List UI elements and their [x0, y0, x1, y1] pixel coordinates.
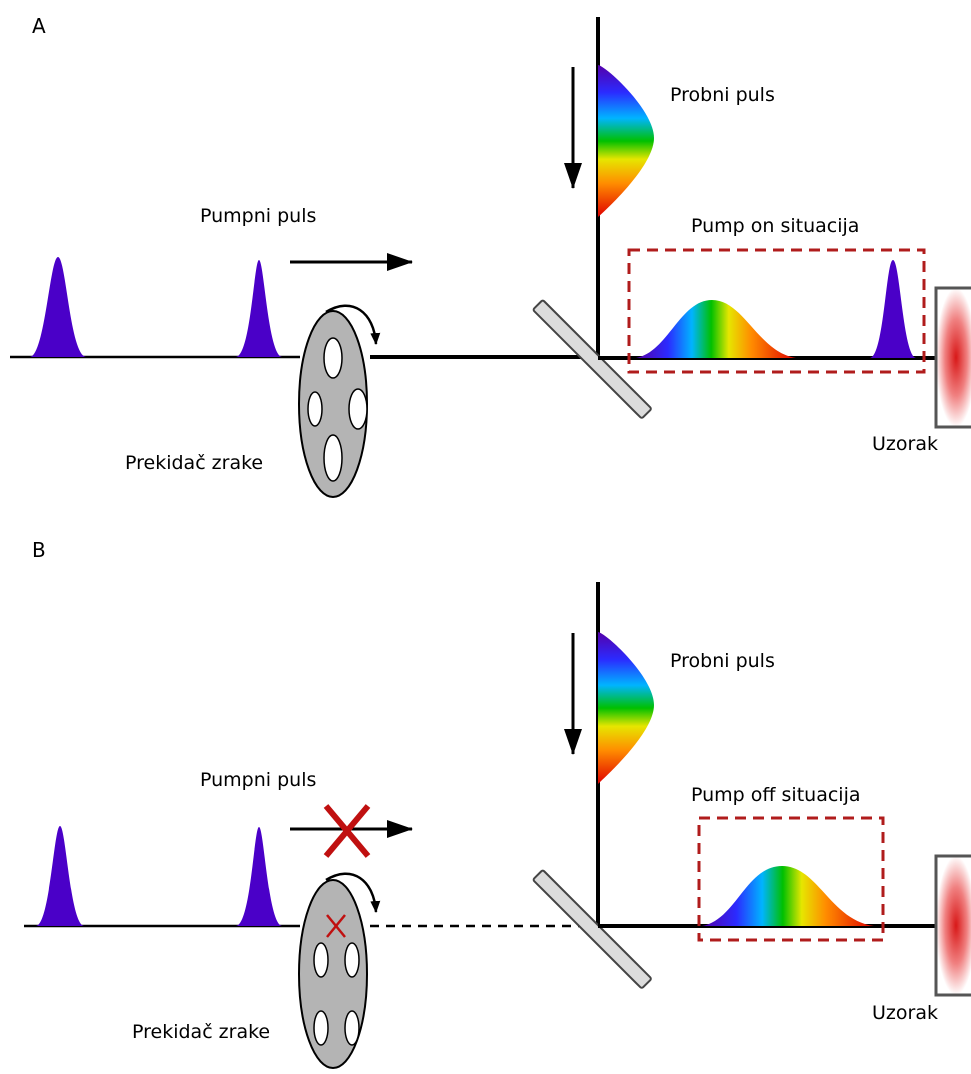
pump-pulse: [236, 260, 282, 357]
pump-label: Pumpni puls: [200, 769, 316, 791]
pump-pulse: [36, 826, 84, 926]
pump-label: Pumpni puls: [200, 205, 316, 227]
panel-a: A Pumpni puls Prekidač zrake Probni puls: [10, 14, 971, 498]
chopper-label: Prekidač zrake: [125, 452, 263, 474]
sample: [934, 286, 971, 429]
rotation-arrow: [325, 304, 381, 345]
situation-label: Pump off situacija: [691, 784, 861, 806]
chopper-label: Prekidač zrake: [132, 1021, 270, 1043]
probe-label: Probni puls: [670, 84, 775, 106]
pump-off-box: [697, 816, 885, 942]
sample-label: Uzorak: [872, 1002, 938, 1024]
probe-label: Probni puls: [670, 650, 775, 672]
rotation-arrow: [325, 872, 381, 913]
panel-b: B Pumpni puls Prekidač zrake: [24, 538, 971, 1069]
probe-spectrum: [636, 300, 796, 358]
probe-pulse: [598, 632, 654, 784]
pump-pulse: [30, 257, 86, 357]
pump-pulse: [870, 260, 916, 358]
blocked-mark: [323, 804, 371, 858]
pump-on-box: [627, 248, 926, 374]
mirror: [532, 869, 652, 989]
beam-chopper: [298, 879, 368, 1069]
panel-letter: B: [32, 538, 46, 562]
sample: [934, 854, 971, 997]
probe-spectrum: [702, 866, 874, 926]
panel-letter: A: [32, 14, 46, 38]
beam-chopper: [298, 310, 368, 498]
situation-label: Pump on situacija: [691, 215, 859, 237]
probe-pulse: [598, 65, 654, 217]
pump-pulse: [236, 827, 282, 926]
sample-label: Uzorak: [872, 433, 938, 455]
mirror: [532, 299, 652, 419]
blocked-mark: [326, 914, 346, 938]
